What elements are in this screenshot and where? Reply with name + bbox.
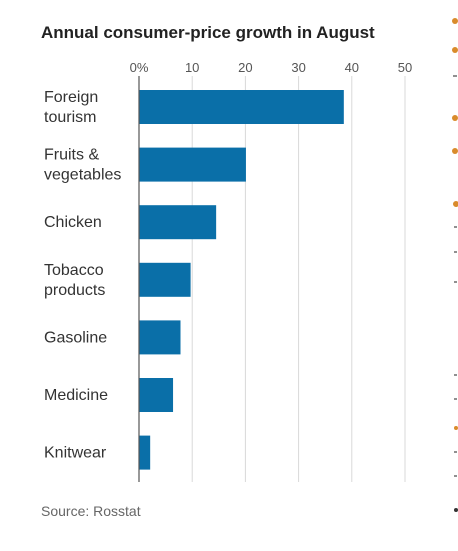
source-note: Source: Rosstat — [41, 503, 141, 519]
edge-mark-orange — [454, 426, 458, 430]
category-label-line: Tobacco — [44, 262, 104, 279]
category-label: Fruits & vegetables — [44, 147, 121, 184]
category-label-line: Fruits & — [44, 147, 99, 164]
category-labels: Foreign tourism Fruits & vegetables Chicken T… — [44, 89, 121, 462]
edge-mark-orange — [452, 47, 458, 53]
x-tick-label: 20 — [238, 60, 252, 75]
x-tick-labels: 0% 10 20 30 40 50 — [130, 60, 413, 75]
category-label: Gasoline — [44, 329, 107, 346]
edge-mark-orange — [452, 148, 458, 154]
x-tick-label: 40 — [345, 60, 359, 75]
x-tick-label: 0% — [130, 60, 149, 75]
bar — [139, 378, 174, 412]
bar — [139, 435, 151, 470]
bar — [139, 90, 344, 124]
bar — [139, 262, 191, 297]
category-label-line: products — [44, 282, 105, 299]
category-label-line: Chicken — [44, 214, 102, 231]
edge-mark-orange — [452, 115, 458, 121]
x-tick-label: 10 — [185, 60, 199, 75]
edge-mark-orange — [453, 201, 458, 207]
category-label-line: Knitwear — [44, 445, 107, 462]
bar — [139, 205, 217, 240]
bar — [139, 320, 181, 355]
bar — [139, 147, 246, 182]
category-label: Knitwear — [44, 445, 107, 462]
edge-mark-orange — [452, 18, 458, 24]
x-tick-label: 30 — [291, 60, 305, 75]
category-label: Foreign tourism — [44, 89, 98, 126]
category-label-line: Medicine — [44, 387, 108, 404]
category-label: Tobacco products — [44, 262, 105, 299]
edge-mark-dark — [454, 508, 458, 512]
gridlines — [191, 76, 406, 482]
category-label: Medicine — [44, 387, 108, 404]
category-label-line: tourism — [44, 109, 96, 126]
category-label-line: Foreign — [44, 89, 98, 106]
chart-title: Annual consumer-price growth in August — [41, 23, 375, 42]
cropped-page-edge — [452, 18, 458, 512]
category-label-line: Gasoline — [44, 329, 107, 346]
x-tick-label: 50 — [398, 60, 412, 75]
category-label-line: vegetables — [44, 167, 121, 184]
bars — [139, 90, 344, 470]
category-label: Chicken — [44, 214, 102, 231]
